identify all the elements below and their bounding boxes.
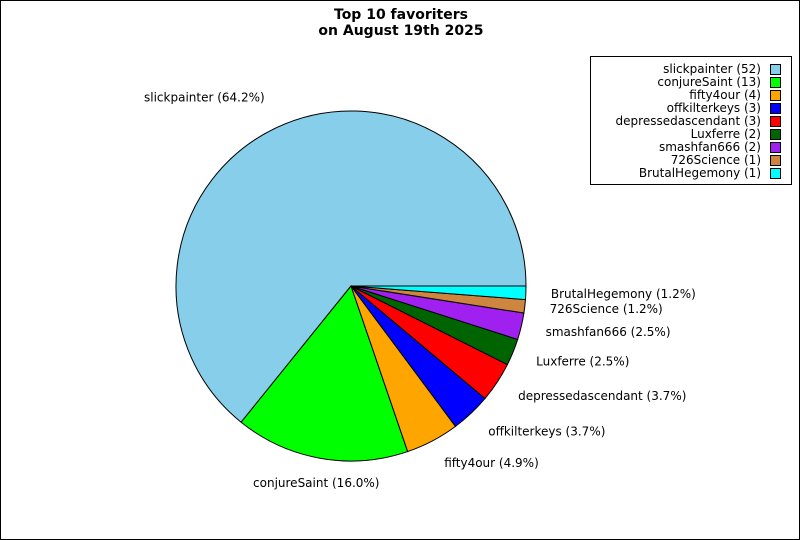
slice-label-conjuresaint: conjureSaint (16.0%): [253, 476, 379, 490]
legend-item-726science: 726Science (1): [591, 153, 791, 167]
pie-slice-conjuresaint: [240, 284, 409, 462]
legend-item-brutalhegemony: BrutalHegemony (1): [591, 166, 791, 180]
legend-label: slickpainter (52): [663, 62, 761, 76]
chart-title-line-1: Top 10 favoriters: [334, 7, 468, 23]
legend-label: Luxferre (2): [690, 127, 761, 141]
chart-legend: slickpainter (52) conjureSaint (13) fifty4…: [590, 56, 792, 185]
legend-swatch: [770, 90, 781, 101]
legend-label: BrutalHegemony (1): [638, 166, 761, 180]
legend-item-slickpainter: slickpainter (52): [591, 62, 791, 76]
legend-label: 726Science (1): [670, 153, 761, 167]
slice-label-fifty4our: fifty4our (4.9%): [444, 456, 539, 470]
pie-slice-slickpainter: [175, 110, 527, 423]
pie-slice-brutalhegemony: [350, 285, 527, 301]
legend-swatch: [770, 142, 781, 153]
legend-swatch: [770, 77, 781, 88]
legend-item-luxferre: Luxferre (2): [591, 127, 791, 141]
legend-item-smashfan666: smashfan666 (2): [591, 140, 791, 154]
chart-title-line-2: on August 19th 2025: [318, 23, 484, 39]
legend-label: smashfan666 (2): [658, 140, 761, 154]
legend-item-depressedascendant: depressedascendant (3): [591, 114, 791, 128]
legend-swatch: [770, 64, 781, 75]
slice-label-depressedascendant: depressedascendant (3.7%): [518, 389, 686, 403]
legend-label: fifty4our (4): [689, 88, 761, 102]
slice-label-smashfan666: smashfan666 (2.5%): [546, 325, 671, 339]
legend-swatch: [770, 103, 781, 114]
legend-swatch: [770, 116, 781, 127]
slice-label-luxferre: Luxferre (2.5%): [536, 355, 629, 369]
legend-label: conjureSaint (13): [657, 75, 761, 89]
slice-label-brutalhegemony: BrutalHegemony (1.2%): [551, 287, 696, 301]
slice-label-slickpainter: slickpainter (64.2%): [144, 91, 265, 105]
legend-item-offkilterkeys: offkilterkeys (3): [591, 101, 791, 115]
slice-label-726science: 726Science (1.2%): [550, 302, 663, 316]
legend-swatch: [770, 155, 781, 166]
legend-item-conjuresaint: conjureSaint (13): [591, 75, 791, 89]
slice-label-offkilterkeys: offkilterkeys (3.7%): [488, 424, 605, 438]
legend-item-fifty4our: fifty4our (4): [591, 88, 791, 102]
legend-swatch: [770, 129, 781, 140]
legend-label: depressedascendant (3): [615, 114, 761, 128]
legend-label: offkilterkeys (3): [666, 101, 761, 115]
legend-swatch: [770, 168, 781, 179]
